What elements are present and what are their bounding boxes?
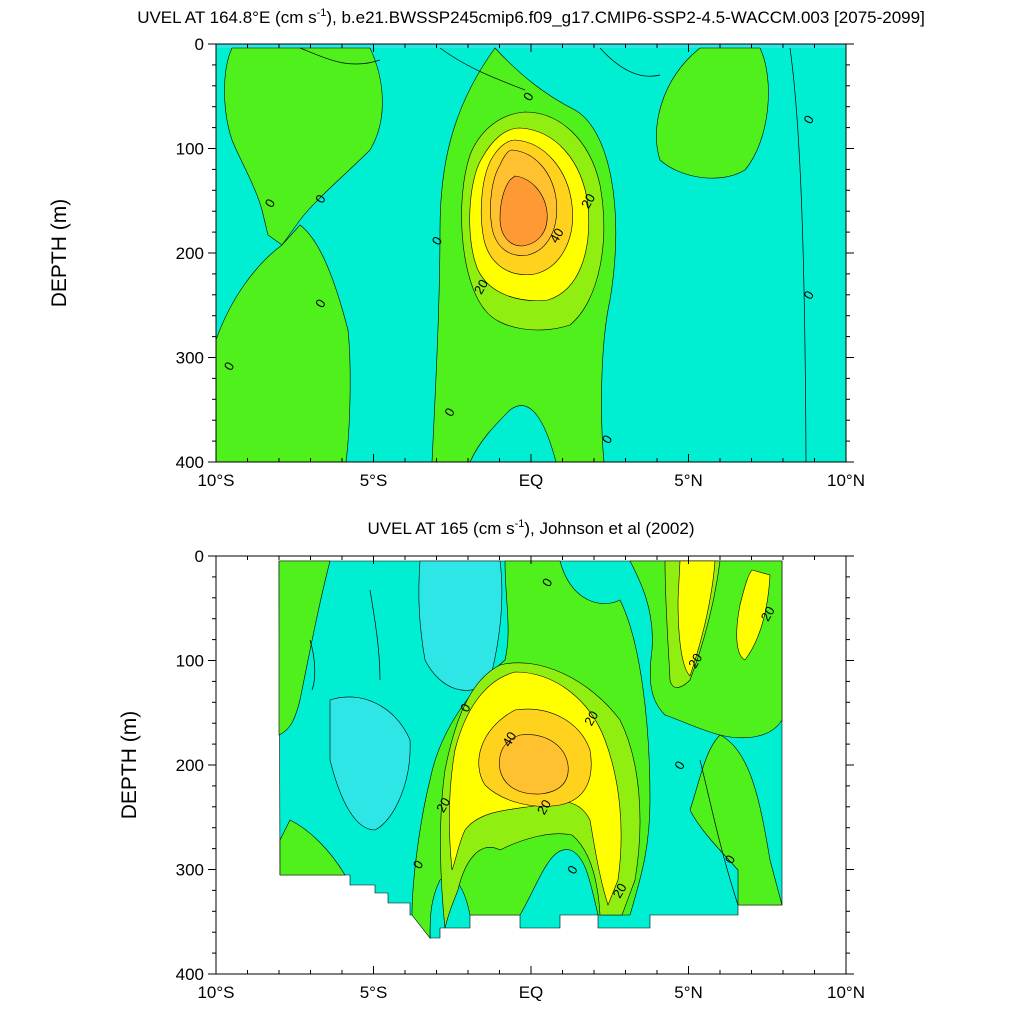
x-tick-label: 10°S	[197, 983, 234, 1002]
panel-2-level-20-east-2	[736, 569, 771, 661]
y-tick-label: 200	[176, 756, 204, 775]
panel-1-field	[216, 44, 846, 462]
panel-2-contour-lines	[309, 589, 739, 906]
panel-1-title: UVEL AT 164.8°E (cm s-1), b.e21.BWSSP245…	[137, 7, 925, 27]
contour-label: 20	[758, 604, 778, 624]
panel-2-green-southeast	[689, 734, 783, 906]
x-tick-label: 10°S	[197, 471, 234, 490]
panel-2-x-axis: 10°S 5°S EQ 5°N 10°N	[197, 556, 865, 1002]
y-tick-label: 200	[176, 244, 204, 263]
y-tick-label: 400	[176, 965, 204, 984]
panel-2-cyan-upper	[418, 560, 503, 691]
panel-2-level-40	[499, 734, 569, 795]
x-tick-label: 10°N	[827, 471, 865, 490]
contour-label: 20	[471, 277, 491, 297]
panel-1-contour-lines	[299, 47, 807, 462]
panel-2-title: UVEL AT 165 (cm s-1), Johnson et al (200…	[368, 518, 695, 538]
panel-2-ylabel: DEPTH (m)	[118, 711, 141, 820]
y-tick-label: 300	[176, 861, 204, 880]
panel-1: UVEL AT 164.8°E (cm s-1), b.e21.BWSSP245…	[48, 7, 925, 490]
y-tick-label: 400	[176, 453, 204, 472]
contour-label: 20	[610, 881, 630, 901]
y-tick-label: 300	[176, 349, 204, 368]
y-tick-label: 0	[195, 35, 204, 54]
panel-1-green-west-lower	[216, 224, 351, 462]
x-tick-label: 5°S	[360, 983, 388, 1002]
panel-2-green-west	[278, 560, 331, 736]
contour-label: 20	[433, 795, 453, 815]
x-tick-label: EQ	[519, 471, 544, 490]
contour-label: 20	[685, 651, 705, 671]
contour-label: 40	[499, 729, 519, 749]
y-tick-label: 0	[195, 547, 204, 566]
panel-2-y-axis: 0 100 200 300 400	[176, 547, 854, 984]
y-tick-label: 100	[176, 652, 204, 671]
panel-2: UVEL AT 165 (cm s-1), Johnson et al (200…	[118, 518, 865, 1002]
panel-2-field	[278, 560, 783, 939]
x-tick-label: 5°N	[674, 983, 703, 1002]
panel-1-x-axis: 10°S 5°S EQ 5°N 10°N	[197, 44, 865, 490]
contour-label: 40	[547, 225, 567, 245]
contour-label: 20	[581, 708, 601, 728]
panel-2-cyan-mid	[329, 696, 411, 831]
y-tick-label: 100	[176, 140, 204, 159]
panel-2-green-southwest	[279, 819, 346, 876]
x-tick-label: 10°N	[827, 983, 865, 1002]
x-tick-label: 5°S	[360, 471, 388, 490]
x-tick-label: EQ	[519, 983, 544, 1002]
panel-1-y-axis: 0 100 200 300 400	[176, 35, 854, 472]
contour-label: 20	[578, 191, 598, 211]
panel-1-ylabel: DEPTH (m)	[48, 199, 71, 308]
panel-1-level-50	[499, 175, 548, 247]
panel-1-green-east	[656, 47, 769, 179]
panel-2-level-20-east	[677, 560, 716, 677]
panel-1-green-west-upper	[224, 47, 383, 246]
contour-label: 20	[534, 797, 554, 817]
x-tick-label: 5°N	[674, 471, 703, 490]
